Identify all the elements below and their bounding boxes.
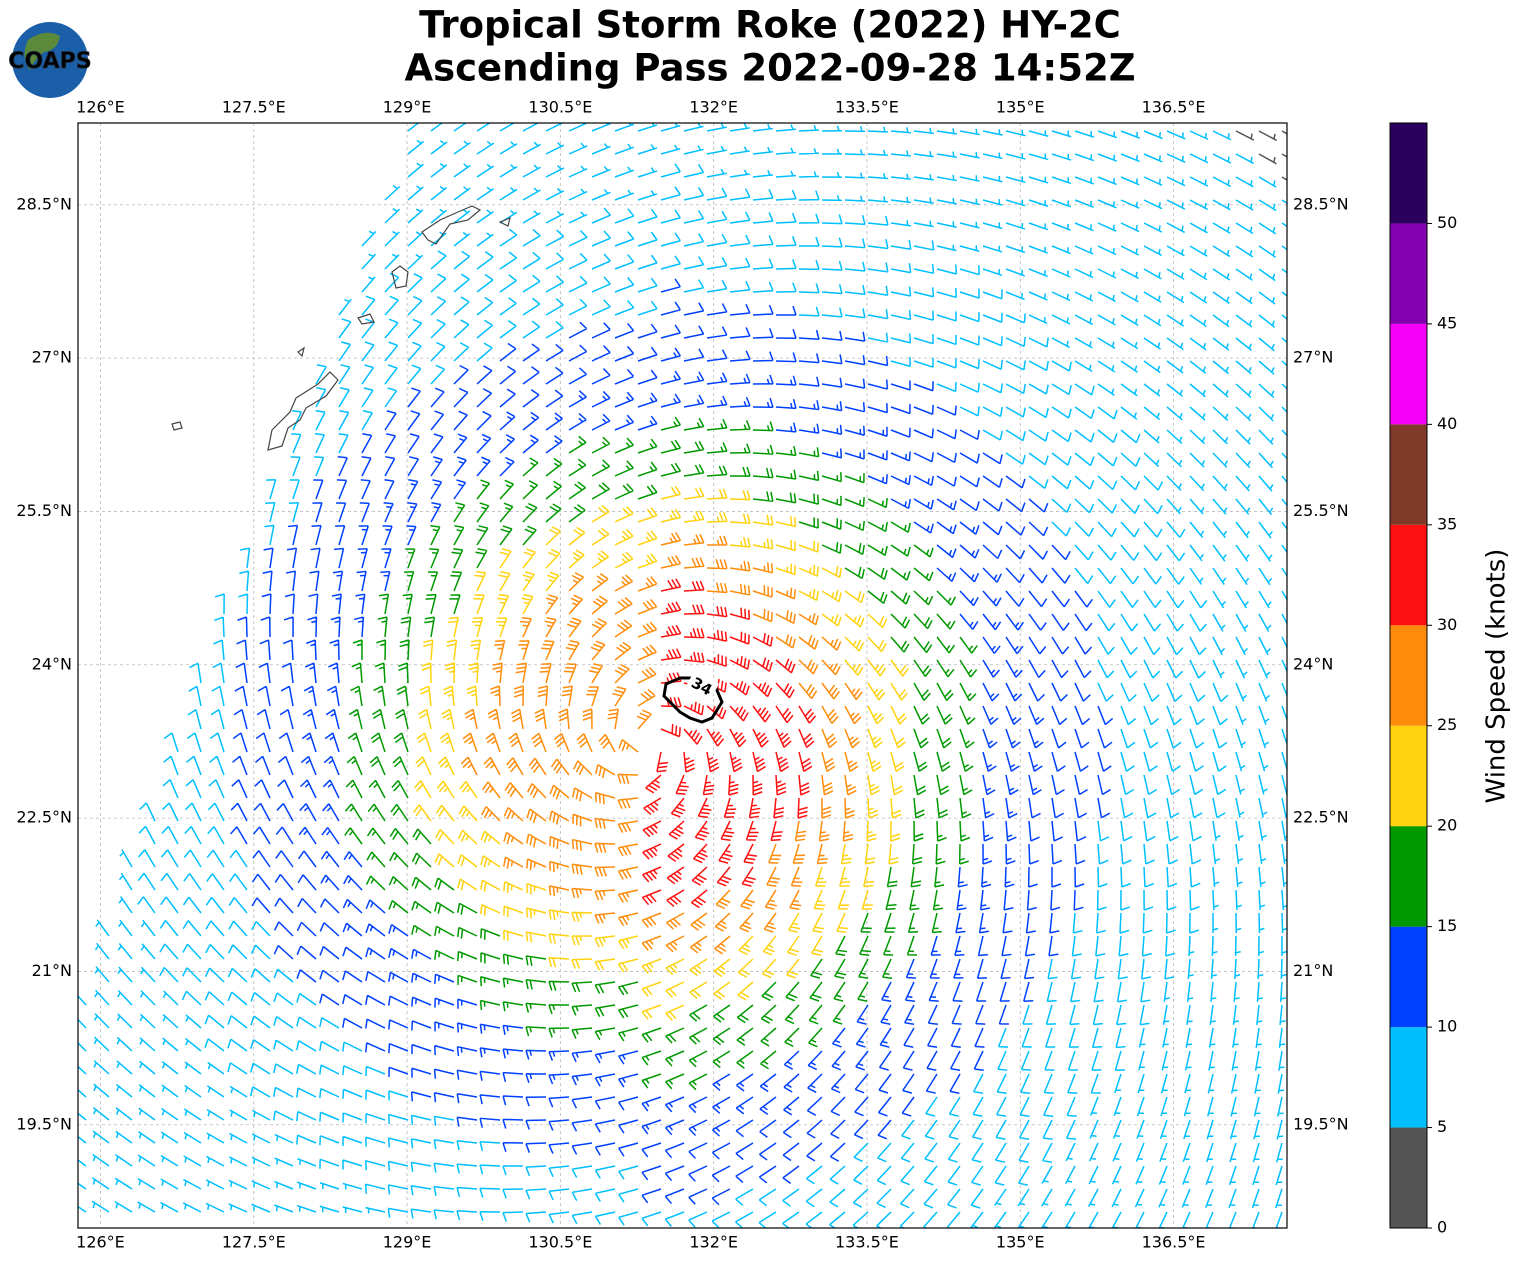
colorbar-tick-label: 35 bbox=[1437, 514, 1457, 533]
colorbar-segment bbox=[1390, 625, 1427, 726]
colorbar-segment bbox=[1390, 1027, 1427, 1128]
colorbar-tick-label: 20 bbox=[1437, 816, 1457, 835]
coastline bbox=[421, 205, 482, 245]
x-tick-label: 126°E bbox=[76, 1233, 125, 1252]
x-tick-label: 133.5°E bbox=[835, 1233, 899, 1252]
x-tick-label: 127.5°E bbox=[222, 98, 286, 117]
y-tick-label: 28.5°N bbox=[16, 194, 72, 213]
x-tick-label: 136.5°E bbox=[1142, 1233, 1206, 1252]
coastline bbox=[267, 371, 339, 451]
colorbar-frame bbox=[1389, 122, 1428, 1229]
colorbar-segment bbox=[1390, 424, 1427, 525]
colorbar-segment bbox=[1390, 223, 1427, 324]
y-tick-label: 25.5°N bbox=[1293, 501, 1349, 520]
y-tick-label: 28.5°N bbox=[1293, 194, 1349, 213]
y-tick-label: 24°N bbox=[32, 654, 72, 673]
logo-land bbox=[24, 32, 61, 70]
colorbar-segment bbox=[1390, 123, 1427, 224]
x-tick-label: 130.5°E bbox=[528, 1233, 592, 1252]
x-tick-label: 135°E bbox=[996, 98, 1045, 117]
colorbar-tick-label: 50 bbox=[1437, 213, 1457, 232]
y-tick-label: 22.5°N bbox=[16, 808, 72, 827]
x-tick-label: 130.5°E bbox=[528, 98, 592, 117]
colorbar-segment bbox=[1390, 524, 1427, 626]
coastline bbox=[357, 313, 375, 325]
coastline bbox=[498, 217, 511, 227]
colorbar-segment bbox=[1390, 725, 1427, 827]
coastline bbox=[391, 265, 409, 289]
colorbar-tick-label: 10 bbox=[1437, 1017, 1457, 1036]
wind-barb-group bbox=[230, 278, 1114, 1206]
contour-34: 34 bbox=[662, 670, 724, 724]
x-tick-label: 136.5°E bbox=[1142, 98, 1206, 117]
wind-barb-group bbox=[1235, 130, 1287, 181]
x-tick-label: 133.5°E bbox=[835, 98, 899, 117]
chart-subtitle: Ascending Pass 2022-09-28 14:52Z bbox=[404, 47, 1135, 90]
colorbar-tick-label: 15 bbox=[1437, 916, 1457, 935]
colorbar-tick-label: 25 bbox=[1437, 715, 1457, 734]
y-tick-label: 24°N bbox=[1293, 654, 1333, 673]
y-tick-label: 27°N bbox=[1293, 348, 1333, 367]
x-tick-label: 132°E bbox=[689, 98, 738, 117]
plot-frame bbox=[77, 122, 1288, 1229]
x-tick-label: 129°E bbox=[383, 98, 432, 117]
x-tick-label: 127.5°E bbox=[222, 1233, 286, 1252]
y-tick-label: 19.5°N bbox=[16, 1114, 72, 1133]
y-tick-label: 19.5°N bbox=[1293, 1114, 1349, 1133]
coastline bbox=[297, 346, 305, 358]
wind-barb-group bbox=[344, 416, 978, 1091]
colorbar-tick-label: 40 bbox=[1437, 414, 1457, 433]
colorbar-tick-label: 30 bbox=[1437, 615, 1457, 634]
colorbar-segment bbox=[1390, 826, 1427, 927]
colorbar-tick-label: 0 bbox=[1437, 1218, 1447, 1237]
colorbar-label: Wind Speed (knots) bbox=[1482, 549, 1512, 804]
coastlines bbox=[171, 205, 511, 451]
x-tick-label: 132°E bbox=[689, 1233, 738, 1252]
colorbar-segment bbox=[1390, 926, 1427, 1028]
contour-label-box bbox=[684, 670, 720, 702]
x-tick-label: 135°E bbox=[996, 1233, 1045, 1252]
y-tick-label: 27°N bbox=[32, 348, 72, 367]
y-tick-label: 22.5°N bbox=[1293, 808, 1349, 827]
colorbar-segment bbox=[1390, 323, 1427, 425]
x-tick-label: 129°E bbox=[383, 1233, 432, 1252]
colorbar-tick-label: 45 bbox=[1437, 313, 1457, 332]
colorbar-tick-label: 5 bbox=[1437, 1117, 1447, 1136]
wind-barbs bbox=[78, 123, 1287, 1228]
logo: COAPS bbox=[8, 22, 92, 98]
coastline bbox=[171, 421, 183, 431]
wind-barb-group bbox=[413, 485, 909, 1021]
colorbar: 0 5 10 15 20 25 30 35 40 45 50 bbox=[1389, 122, 1457, 1237]
wind-barb-group bbox=[460, 532, 863, 955]
y-tick-label: 25.5°N bbox=[16, 501, 72, 520]
y-tick-label: 21°N bbox=[32, 961, 72, 980]
colorbar-segment bbox=[1390, 1127, 1427, 1228]
x-tick-label: 126°E bbox=[76, 98, 125, 117]
wind-barb-group bbox=[78, 123, 1287, 1228]
logo-text: COAPS bbox=[8, 49, 91, 74]
wind-barb-group bbox=[641, 578, 817, 909]
chart-title: Tropical Storm Roke (2022) HY-2C bbox=[419, 4, 1121, 47]
y-tick-label: 21°N bbox=[1293, 961, 1333, 980]
